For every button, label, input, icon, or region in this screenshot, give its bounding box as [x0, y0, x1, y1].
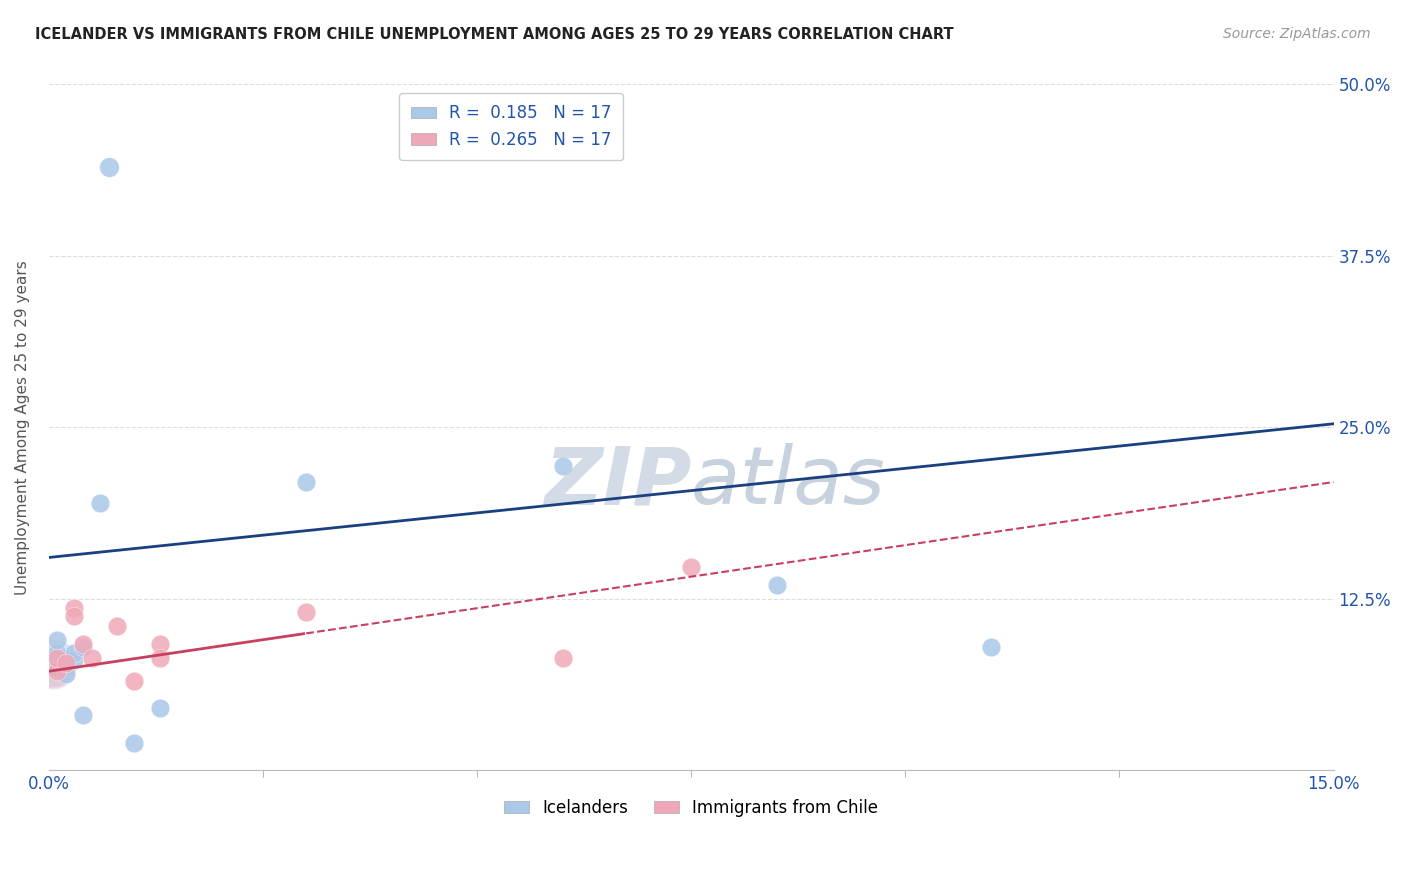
- Point: [72, 637, 94, 651]
- Point: [97, 160, 120, 174]
- Point: [89, 495, 111, 509]
- Point: [105, 619, 128, 633]
- Point: [72, 708, 94, 723]
- Point: [63, 601, 86, 615]
- Point: [294, 475, 316, 489]
- Text: atlas: atlas: [692, 443, 886, 521]
- Point: [765, 578, 787, 592]
- Point: [149, 701, 172, 715]
- Point: [551, 458, 574, 473]
- Point: [294, 605, 316, 619]
- Point: [980, 640, 1002, 654]
- Point: [63, 647, 86, 661]
- Point: [46, 665, 69, 679]
- Point: [80, 650, 103, 665]
- Point: [42, 660, 65, 674]
- Point: [63, 653, 86, 667]
- Point: [681, 560, 703, 574]
- Point: [55, 656, 77, 670]
- Point: [551, 650, 574, 665]
- Point: [63, 609, 86, 624]
- Y-axis label: Unemployment Among Ages 25 to 29 years: Unemployment Among Ages 25 to 29 years: [15, 260, 30, 595]
- Point: [72, 640, 94, 654]
- Point: [46, 650, 69, 665]
- Point: [46, 660, 69, 674]
- Point: [149, 650, 172, 665]
- Point: [124, 735, 146, 749]
- Point: [42, 656, 65, 670]
- Point: [46, 632, 69, 647]
- Point: [46, 647, 69, 661]
- Text: Source: ZipAtlas.com: Source: ZipAtlas.com: [1223, 27, 1371, 41]
- Text: ZIP: ZIP: [544, 443, 692, 521]
- Text: ICELANDER VS IMMIGRANTS FROM CHILE UNEMPLOYMENT AMONG AGES 25 TO 29 YEARS CORREL: ICELANDER VS IMMIGRANTS FROM CHILE UNEMP…: [35, 27, 953, 42]
- Point: [55, 667, 77, 681]
- Point: [149, 637, 172, 651]
- Point: [124, 673, 146, 688]
- Legend: Icelanders, Immigrants from Chile: Icelanders, Immigrants from Chile: [498, 792, 884, 823]
